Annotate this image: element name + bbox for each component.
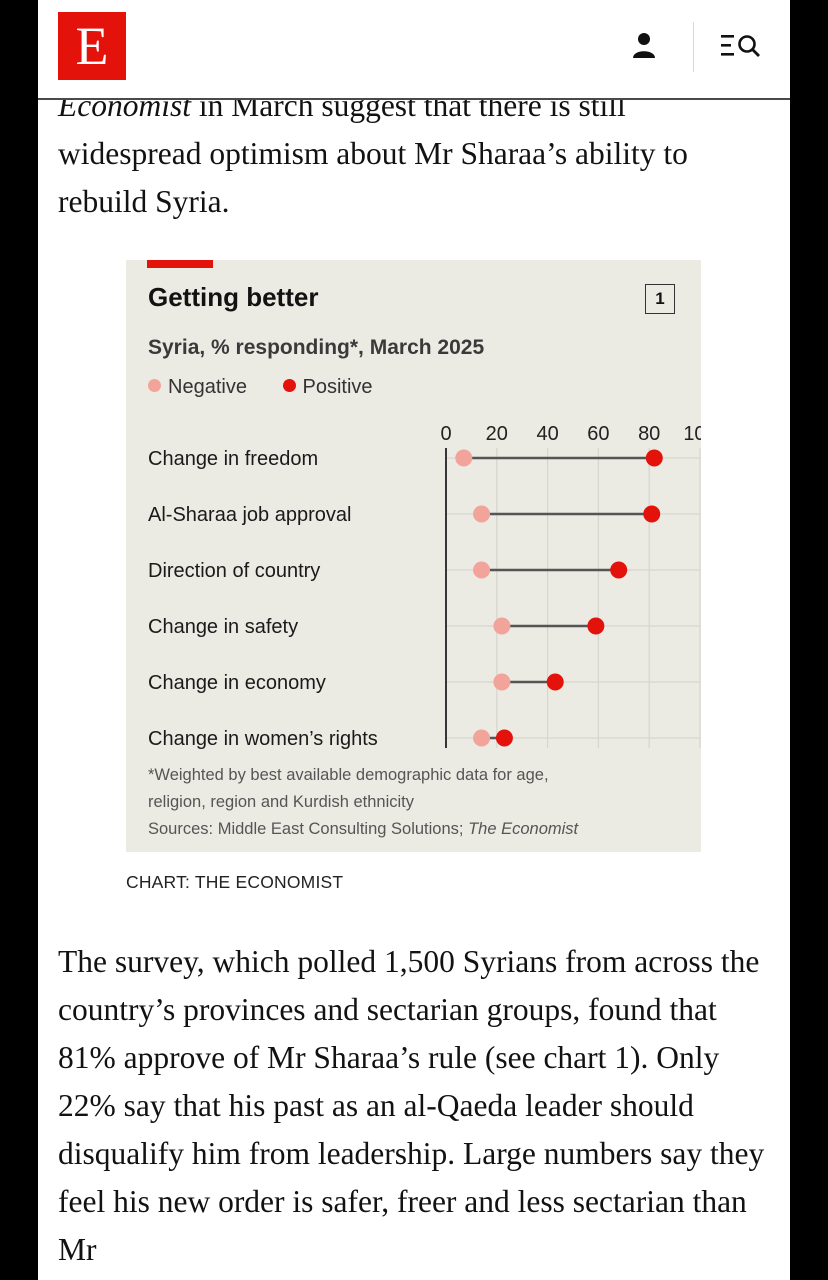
- chart-subtitle: Syria, % responding*, March 2025: [148, 336, 485, 359]
- category-label: Al-Sharaa job approval: [148, 504, 351, 526]
- dot-positive: [645, 449, 663, 467]
- dot-negative: [473, 729, 491, 747]
- chart-title: Getting better: [148, 282, 319, 312]
- legend-dot-positive: [282, 379, 296, 392]
- dot-positive: [610, 561, 628, 579]
- x-tick-label: 40: [536, 423, 558, 445]
- legend-item-negative: Negative: [148, 376, 247, 399]
- x-tick-label: 60: [587, 423, 609, 445]
- dot-positive: [643, 505, 661, 523]
- category-label: Change in safety: [148, 616, 298, 638]
- menu-search-icon: [721, 35, 760, 57]
- dot-negative: [455, 449, 473, 467]
- dot-positive: [587, 617, 605, 635]
- sources-text: Sources: Middle East Consulting Solution…: [148, 820, 469, 838]
- legend-label-negative: Negative: [168, 376, 247, 398]
- chart-credit: CHART: THE ECONOMIST: [126, 872, 344, 892]
- legend-item-positive: Positive: [282, 376, 373, 399]
- dot-positive: [546, 673, 564, 691]
- dot-negative: [473, 561, 491, 579]
- chart-accent-bar: [147, 260, 213, 268]
- category-label: Change in freedom: [148, 448, 318, 470]
- chart-number-badge: 1: [645, 284, 675, 314]
- account-button[interactable]: [626, 28, 662, 64]
- chart-legend: Negative Positive: [148, 376, 403, 399]
- economist-logo[interactable]: E: [58, 12, 126, 80]
- sources-italic: The Economist: [468, 820, 579, 838]
- person-icon: [633, 33, 655, 58]
- article-paragraph: Economist in March suggest that there is…: [58, 82, 770, 226]
- chart-footnote-line: religion, region and Kurdish ethnicity: [148, 793, 414, 811]
- chart-card: Getting better 1 Syria, % responding*, M…: [126, 260, 701, 852]
- chart-sources: Sources: Middle East Consulting Solution…: [148, 816, 688, 843]
- x-tick-label: 20: [486, 423, 508, 445]
- chart-footnotes: *Weighted by best available demographic …: [148, 762, 688, 843]
- category-label: Change in women’s rights: [148, 728, 378, 750]
- dot-negative: [493, 673, 511, 691]
- article-paragraph: The survey, which polled 1,500 Syrians f…: [58, 944, 765, 1267]
- category-label: Change in economy: [148, 672, 326, 694]
- dot-negative: [493, 617, 511, 635]
- article-page: E Economist in March suggest that there …: [38, 0, 790, 1280]
- category-label: Direction of country: [148, 560, 320, 582]
- dot-positive: [495, 729, 513, 747]
- legend-dot-negative: [148, 379, 161, 392]
- x-tick-label: 80: [638, 423, 660, 445]
- dot-plot: 0 20 40 60 80 100 Change in freedom Al-Sharaa j…: [148, 423, 701, 750]
- dot-negative: [473, 505, 491, 523]
- x-tick-label: 100: [683, 423, 701, 445]
- legend-label-positive: Positive: [302, 376, 373, 398]
- top-nav-bar: E: [38, 0, 790, 100]
- chart-footnote-line: *Weighted by best available demographic …: [148, 766, 549, 784]
- menu-search-button[interactable]: [718, 26, 766, 66]
- header-divider: [693, 22, 694, 72]
- x-tick-label: 0: [440, 423, 451, 445]
